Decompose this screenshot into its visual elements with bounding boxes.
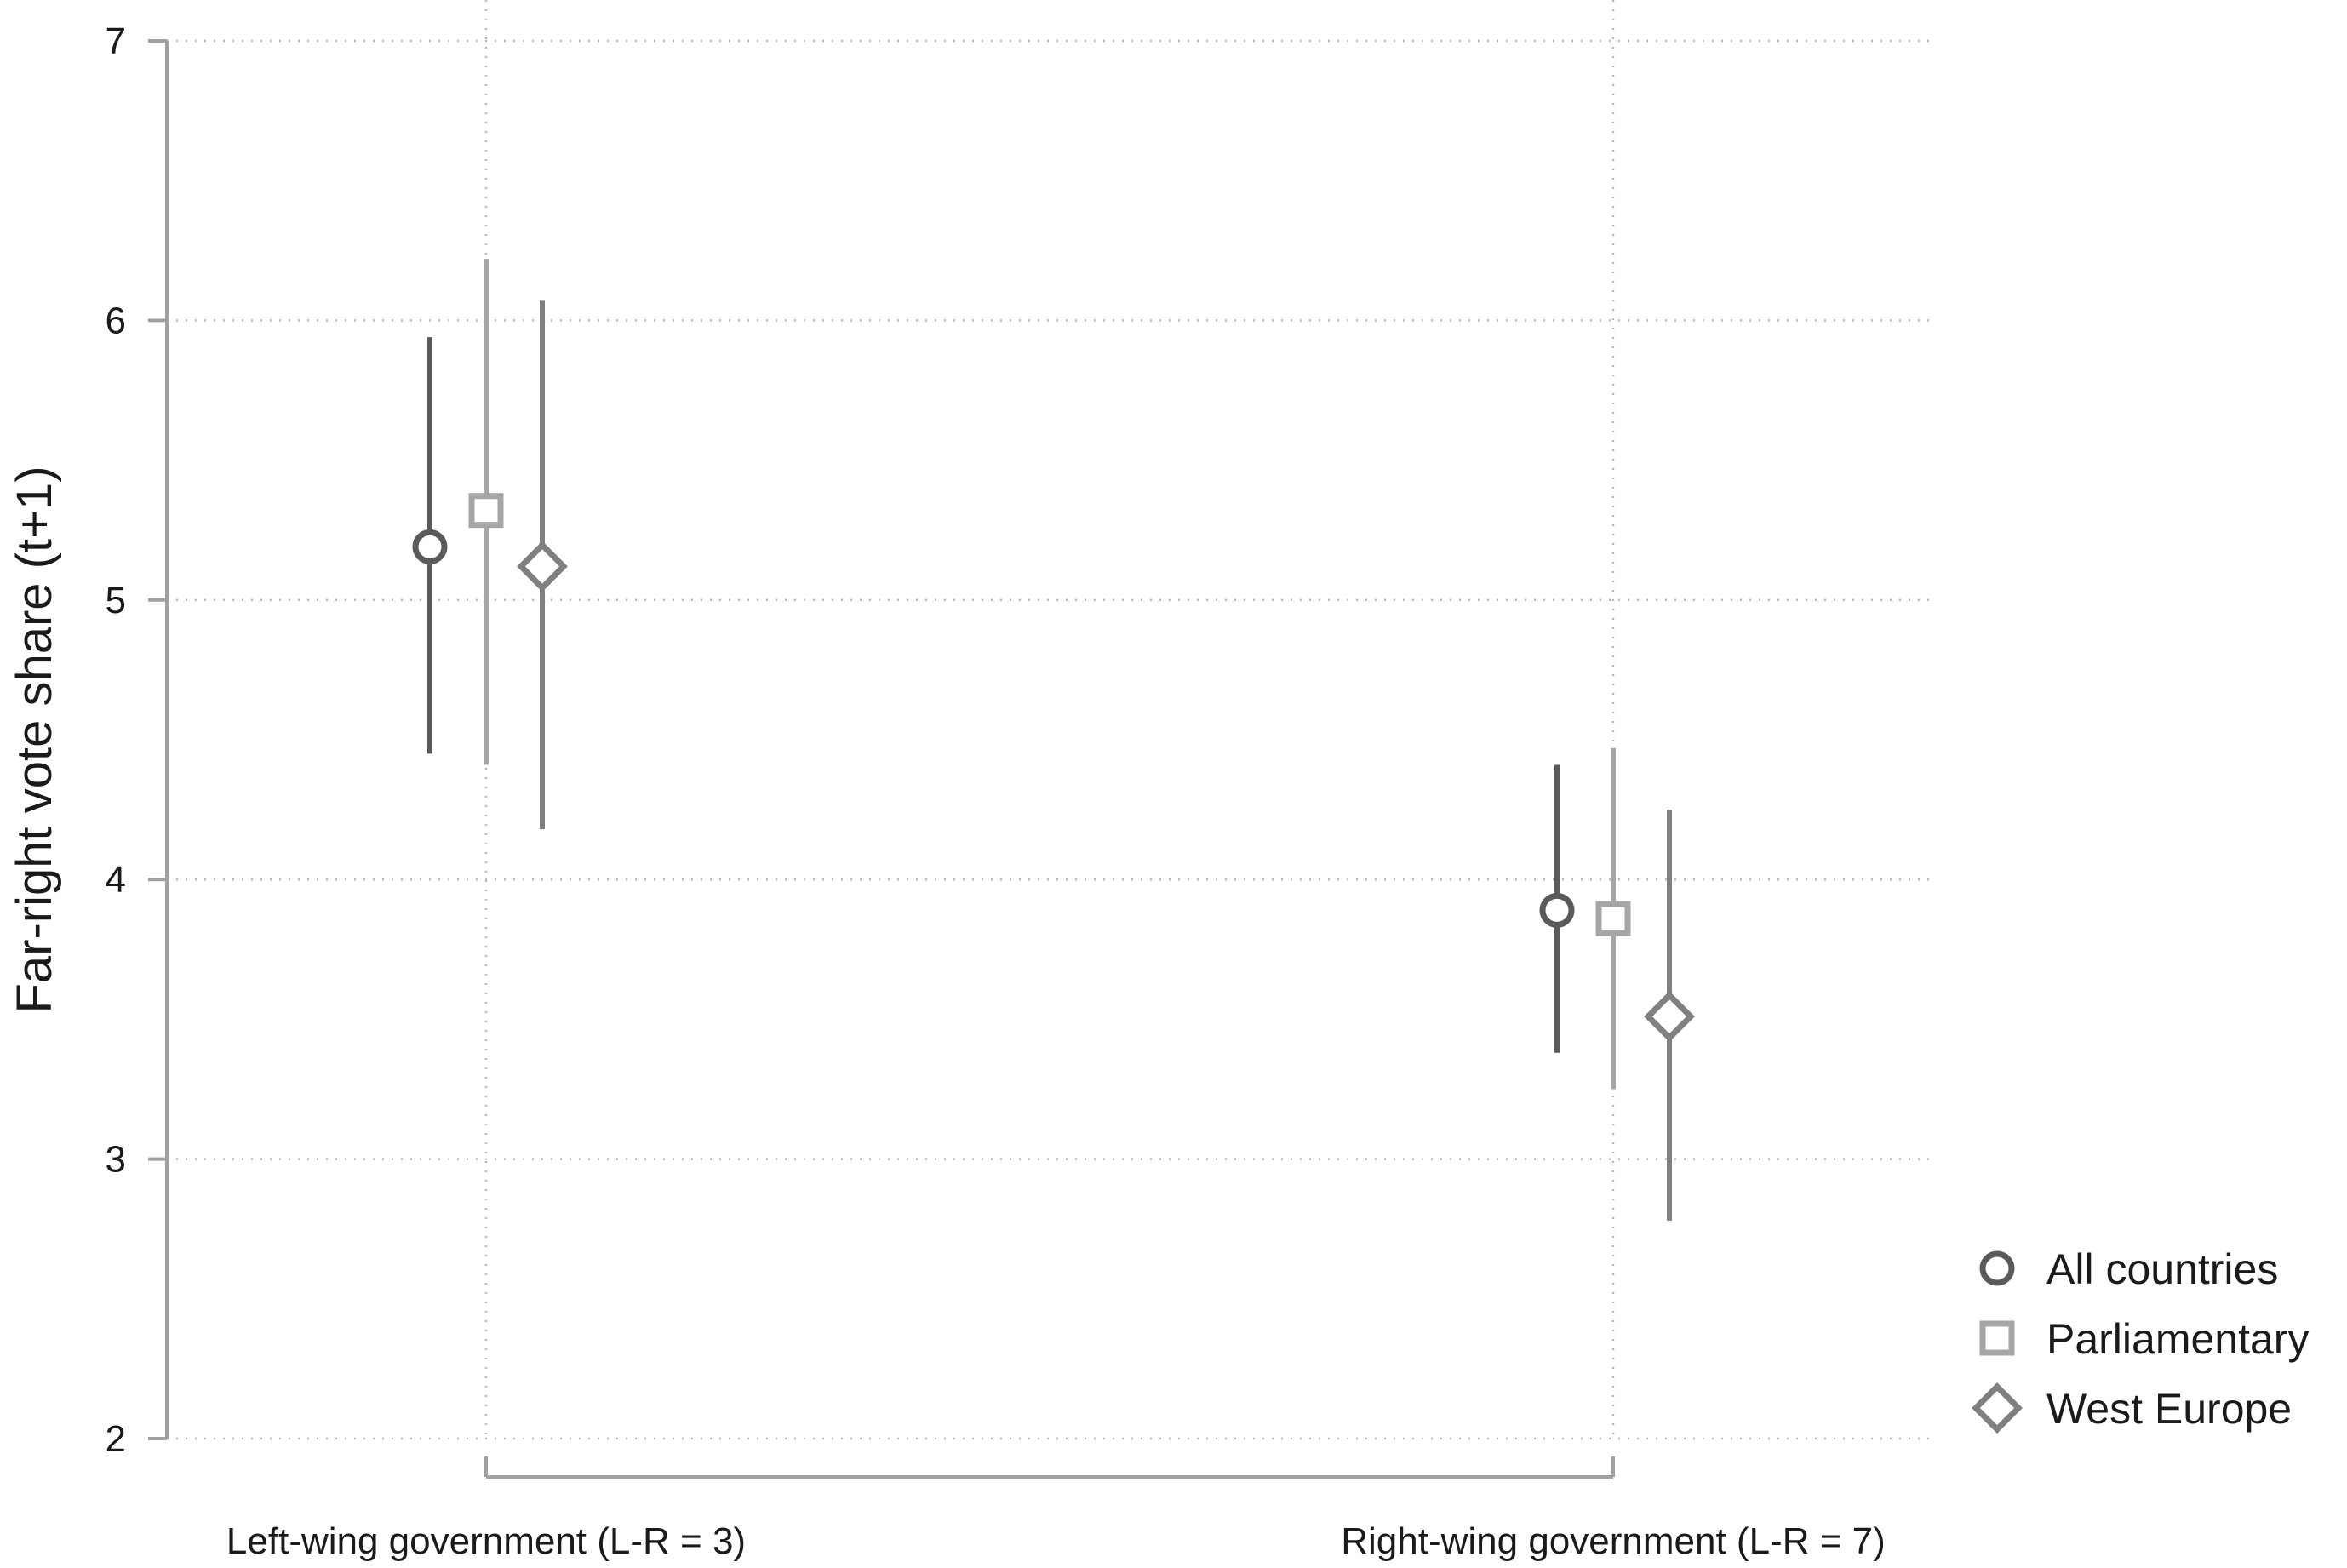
legend-label: All countries	[2046, 1245, 2278, 1293]
series-west-europe	[517, 300, 1695, 1221]
legend-marker-diamond	[1972, 1382, 2023, 1434]
y-axis-title: Far-right vote share (t+1)	[7, 466, 62, 1013]
x-tick-label: Left-wing government (L-R = 3)	[226, 1520, 746, 1562]
legend-label: West Europe	[2046, 1385, 2292, 1433]
point-estimate-diamond	[1644, 991, 1695, 1043]
point-estimate-square	[468, 493, 504, 529]
x-tick-label: Right-wing government (L-R = 7)	[1341, 1520, 1885, 1562]
series-parliamentary	[468, 259, 1631, 1090]
legend-marker-square	[1979, 1320, 2015, 1356]
series-all-countries	[412, 337, 1575, 1053]
point-estimate-circle	[1539, 892, 1575, 928]
legend-marker-circle	[1979, 1250, 2015, 1286]
series-marks	[412, 259, 1695, 1221]
point-estimate-diamond	[517, 541, 568, 592]
point-estimate-square	[1595, 901, 1631, 936]
grid-lines	[167, 0, 1932, 1440]
point-estimate-circle	[412, 529, 448, 564]
legend: All countries Parliamentary West Europe	[1972, 1245, 2309, 1434]
y-tick-label: 3	[106, 1139, 126, 1181]
y-tick-label: 6	[106, 300, 126, 341]
y-tick-label: 5	[106, 580, 126, 621]
y-tick-label: 4	[106, 859, 126, 901]
y-tick-label: 2	[106, 1418, 126, 1460]
legend-label: Parliamentary	[2046, 1315, 2309, 1363]
axes: 2 3 4 5 6 7 Far-right vote share (t+1) Left-win…	[7, 20, 1886, 1562]
y-tick-label: 7	[106, 20, 126, 62]
